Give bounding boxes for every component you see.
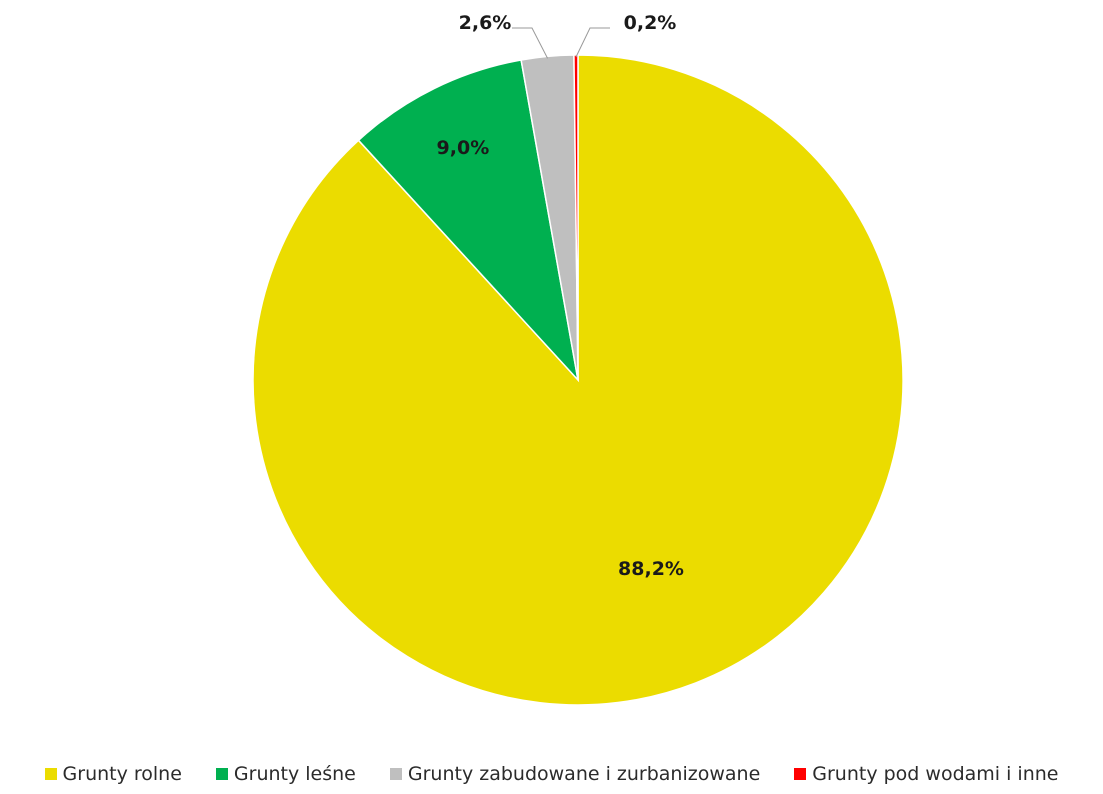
legend-swatch: [794, 768, 807, 780]
leader-line-grunty-pod-wodami-i-inne: [575, 27, 610, 58]
data-labels: 88,2% 9,0% 2,6% 0,2%: [437, 12, 684, 580]
data-label-grunty-lesne: 9,0%: [437, 137, 490, 159]
data-label-grunty-pod-wodami-i-inne: 0,2%: [624, 12, 677, 34]
pie-slices: [252, 54, 904, 706]
pie-chart: 88,2% 9,0% 2,6% 0,2%: [252, 12, 904, 706]
leader-lines: [512, 27, 610, 59]
pie-slice-grunty-pod-wodami-i-inne: [573, 54, 579, 381]
leader-line-grunty-zabudowane-i-zurbanizowane: [512, 27, 549, 59]
legend-label: Grunty rolne: [62, 763, 182, 785]
data-label-grunty-zabudowane-i-zurbanizowane: 2,6%: [459, 12, 512, 34]
legend-label: Grunty leśne: [233, 763, 356, 785]
legend-item-grunty-rolne: Grunty rolne: [44, 763, 182, 785]
pie-slice-grunty-lesne: [357, 59, 580, 383]
legend-label: Grunty zabudowane i zurbanizowane: [407, 763, 761, 785]
legend: Grunty rolne Grunty leśne Grunty zabudowan…: [0, 760, 1103, 788]
data-label-grunty-rolne: 88,2%: [618, 558, 684, 580]
legend-swatch: [44, 768, 57, 780]
legend-label: Grunty pod wodami i inne: [812, 763, 1059, 785]
legend-swatch: [215, 768, 228, 780]
legend-item-grunty-lesne: Grunty leśne: [215, 763, 356, 785]
legend-swatch: [389, 768, 402, 780]
legend-item-grunty-zabudowane-i-zurbanizowane: Grunty zabudowane i zurbanizowane: [389, 763, 761, 785]
legend-item-grunty-pod-wodami-i-inne: Grunty pod wodami i inne: [794, 763, 1058, 785]
